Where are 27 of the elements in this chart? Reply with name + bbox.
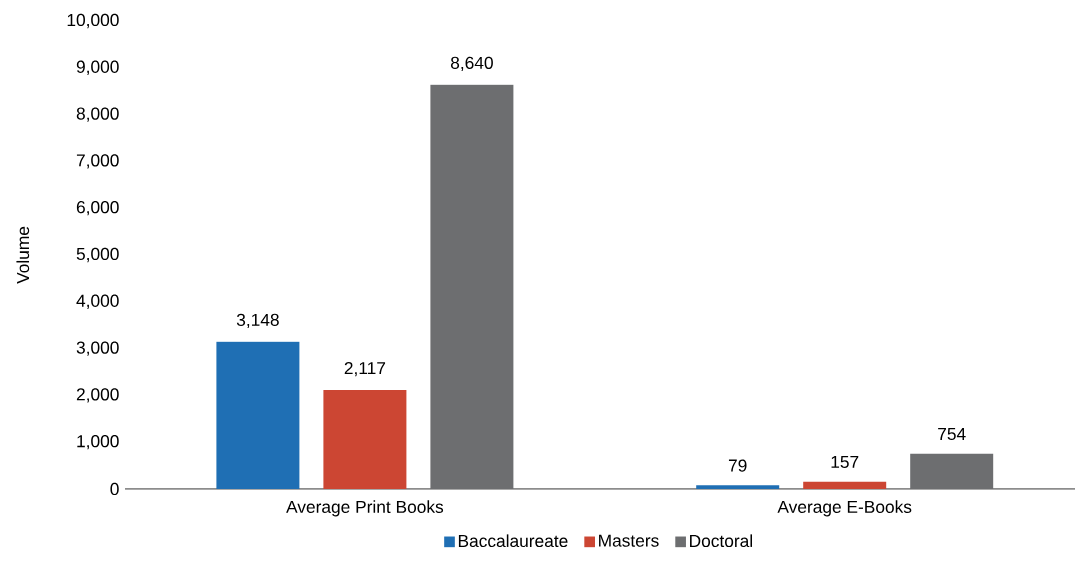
data-label: 754: [938, 428, 966, 441]
bar: [803, 481, 887, 489]
y-tick-label: 10,000: [67, 13, 119, 29]
legend-label: Baccalaureate: [458, 534, 568, 548]
data-label: 157: [831, 455, 859, 469]
legend-label: Masters: [599, 534, 659, 547]
bar: [696, 485, 780, 489]
y-tick-label: 2,000: [76, 388, 119, 403]
bar: [323, 389, 407, 489]
y-tick-label: 3,000: [76, 341, 119, 356]
y-tick-label: 5,000: [76, 247, 119, 263]
x-tick-label: Average E-Books: [777, 500, 912, 517]
data-label: 3,148: [236, 313, 279, 329]
bar: [216, 341, 300, 489]
y-tick-label: 6,000: [76, 201, 119, 216]
data-label: 79: [728, 459, 747, 472]
x-tick-label: Average Print Books: [286, 500, 444, 517]
y-axis-title: Volume: [16, 226, 30, 284]
y-tick-label: 0: [110, 482, 119, 496]
y-tick-label: 9,000: [76, 60, 119, 75]
y-tick-label: 4,000: [76, 294, 119, 309]
data-label: 2,117: [344, 361, 386, 377]
y-tick-label: 8,000: [76, 107, 119, 122]
y-tick-label: 7,000: [76, 154, 119, 169]
data-label: 8,640: [450, 56, 493, 72]
y-tick-label: 1,000: [77, 435, 119, 450]
legend-label: Doctoral: [690, 534, 752, 548]
